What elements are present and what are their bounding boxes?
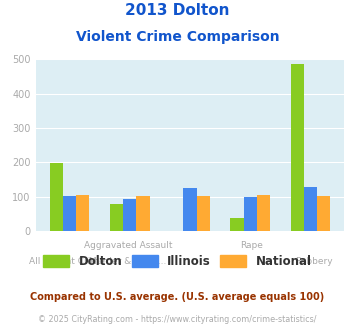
Bar — [230, 218, 244, 231]
Text: 2013 Dolton: 2013 Dolton — [125, 3, 230, 18]
Bar — [244, 197, 257, 231]
Bar — [63, 196, 76, 231]
Text: © 2025 CityRating.com - https://www.cityrating.com/crime-statistics/: © 2025 CityRating.com - https://www.city… — [38, 315, 317, 324]
Bar — [110, 204, 123, 231]
Bar — [123, 199, 136, 231]
Bar — [136, 196, 149, 231]
Text: Aggravated Assault: Aggravated Assault — [84, 241, 173, 250]
Text: Violent Crime Comparison: Violent Crime Comparison — [76, 30, 279, 44]
Bar — [50, 163, 63, 231]
Bar — [290, 64, 304, 231]
Bar — [317, 196, 330, 231]
Bar — [197, 196, 210, 231]
Bar — [183, 188, 197, 231]
Text: Murder & Mans...: Murder & Mans... — [89, 257, 167, 266]
Bar — [76, 195, 89, 231]
Legend: Dolton, Illinois, National: Dolton, Illinois, National — [40, 251, 315, 271]
Text: Robbery: Robbery — [295, 257, 332, 266]
Text: Rape: Rape — [240, 241, 263, 250]
Bar — [257, 195, 270, 231]
Bar — [304, 187, 317, 231]
Text: All Violent Crime: All Violent Crime — [28, 257, 104, 266]
Text: Compared to U.S. average. (U.S. average equals 100): Compared to U.S. average. (U.S. average … — [31, 292, 324, 302]
